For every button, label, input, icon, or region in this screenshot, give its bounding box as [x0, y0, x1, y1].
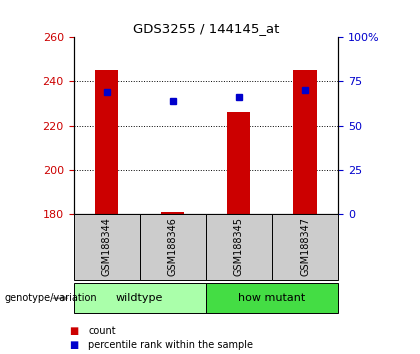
Bar [95, 70, 118, 214]
Text: wildtype: wildtype [116, 293, 163, 303]
Bar [206, 214, 272, 280]
Bar [206, 283, 338, 313]
Text: GSM188346: GSM188346 [168, 217, 178, 276]
Title: GDS3255 / 144145_at: GDS3255 / 144145_at [133, 22, 279, 35]
Text: GSM188344: GSM188344 [102, 217, 112, 276]
Text: GSM188347: GSM188347 [300, 217, 310, 276]
Bar [74, 283, 206, 313]
Bar [74, 214, 139, 280]
Bar [161, 212, 184, 214]
Text: count: count [88, 326, 116, 336]
Bar [272, 214, 338, 280]
Text: ■: ■ [69, 340, 79, 350]
Text: GSM188345: GSM188345 [234, 217, 244, 276]
Bar [227, 113, 250, 214]
Bar [139, 214, 206, 280]
Bar [294, 70, 317, 214]
Text: how mutant: how mutant [238, 293, 306, 303]
Text: ■: ■ [69, 326, 79, 336]
Text: percentile rank within the sample: percentile rank within the sample [88, 340, 253, 350]
Text: genotype/variation: genotype/variation [4, 293, 97, 303]
